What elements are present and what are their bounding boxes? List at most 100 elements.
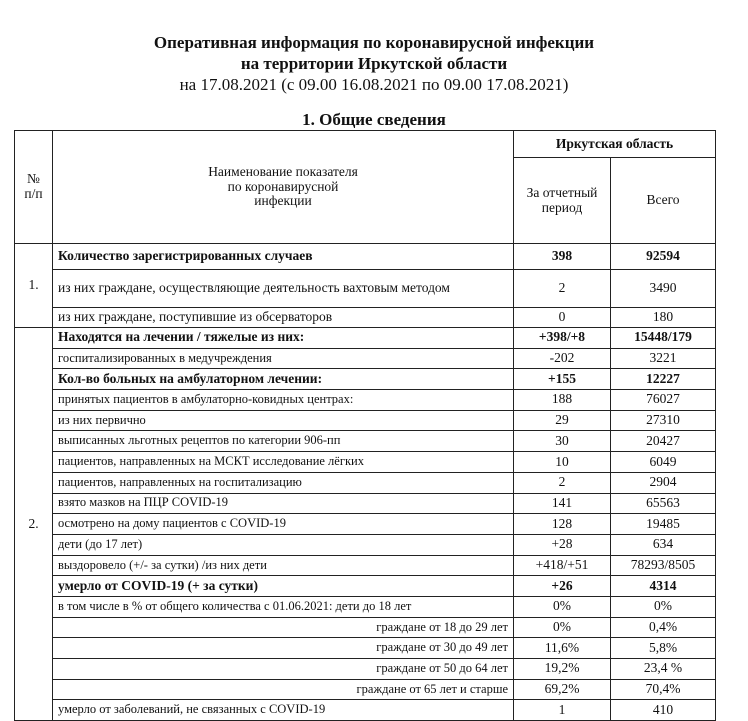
table-row: граждане от 30 до 49 лет 11,6% 5,8%	[15, 637, 717, 659]
total-value: 15448/179	[609, 327, 717, 349]
table-row: из них граждане, поступившие из обсерват…	[15, 307, 717, 328]
table-row: граждане от 18 до 29 лет 0% 0,4%	[15, 616, 717, 639]
table-row: 1. Количество зарегистрированных случаев 3…	[14, 243, 717, 328]
period-value: 2	[513, 269, 611, 308]
row-label: осмотрено на дому пациентов с COVID-19	[52, 513, 514, 535]
table-row: Кол-во больных на амбулаторном лечении: +…	[15, 368, 717, 391]
col-period: За отчетный период	[513, 157, 611, 244]
row-label: Находятся на лечении / тяжелые из них:	[52, 327, 514, 349]
total-value: 92594	[609, 243, 717, 270]
col-number: № п/п	[14, 130, 53, 244]
row-label: граждане от 50 до 64 лет	[52, 658, 514, 680]
row-label: граждане от 18 до 29 лет	[52, 616, 514, 639]
col-region: Иркутская область	[512, 130, 717, 158]
total-value: 12227	[609, 368, 717, 391]
row-label: дети (до 17 лет)	[52, 533, 514, 556]
total-value: 70,4%	[609, 678, 717, 701]
period-value: 0%	[513, 595, 611, 618]
period-value: 141	[513, 492, 611, 515]
total-value: 65563	[609, 492, 717, 515]
table-row: взято мазков на ПЦР COVID-19 141 65563	[15, 492, 717, 515]
period-value: 1	[513, 699, 611, 721]
total-value: 76027	[609, 389, 717, 411]
period-value: 398	[513, 243, 611, 270]
period-value: +26	[513, 575, 611, 597]
table-row: выписанных льготных рецептов по категори…	[15, 430, 717, 453]
row-label: из них первично	[52, 409, 514, 432]
table-row: выздоровело (+/- за сутки) /из них дети +…	[15, 554, 717, 577]
total-value: 0%	[609, 595, 717, 618]
col-total: Всего	[609, 157, 717, 244]
period-value: 29	[513, 409, 611, 432]
period-value: +155	[513, 368, 611, 391]
table-row: из них граждане, осуществляющие деятельн…	[15, 269, 717, 308]
period-value: -202	[513, 347, 611, 370]
total-value: 634	[609, 533, 717, 556]
table-row: граждане от 50 до 64 лет 19,2% 23,4 %	[15, 658, 717, 680]
row-number: 1.	[14, 243, 53, 328]
title: Оперативная информация по коронавирусной…	[153, 33, 595, 52]
table-row: умерло от COVID-19 (+ за сутки) +26 4314	[15, 575, 717, 597]
table-row: пациентов, направленных на госпитализаци…	[15, 471, 717, 494]
row-label: Кол-во больных на амбулаторном лечении:	[52, 368, 514, 391]
table-row: умерло от заболеваний, не связанных с CO…	[15, 699, 717, 721]
period-value: 11,6%	[513, 637, 611, 659]
period-value: 10	[513, 451, 611, 473]
period-value: 188	[513, 389, 611, 411]
row-label: выписанных льготных рецептов по категори…	[52, 430, 514, 453]
table-row: 2. Находятся на лечении / тяжелые из них:…	[14, 326, 717, 721]
total-value: 410	[609, 699, 717, 721]
period-value: +398/+8	[513, 327, 611, 349]
period-value: 30	[513, 430, 611, 453]
period-value: 0%	[513, 616, 611, 639]
period-value: 19,2%	[513, 658, 611, 680]
total-value: 0,4%	[609, 616, 717, 639]
period-value: 0	[513, 307, 611, 328]
row-label: граждане от 30 до 49 лет	[52, 637, 514, 659]
table-row: из них первично 29 27310	[15, 409, 717, 432]
total-value: 20427	[609, 430, 717, 453]
table-row: пациентов, направленных на МСКТ исследов…	[15, 451, 717, 473]
total-value: 27310	[609, 409, 717, 432]
total-value: 5,8%	[609, 637, 717, 659]
total-value: 19485	[609, 513, 717, 535]
data-table: № п/п Наименование показателя по коронав…	[14, 130, 717, 721]
table-row: осмотрено на дому пациентов с COVID-19 12…	[15, 513, 717, 535]
period-value: 2	[513, 471, 611, 494]
row-label: взято мазков на ПЦР COVID-19	[52, 492, 514, 515]
total-value: 3221	[609, 347, 717, 370]
total-value: 2904	[609, 471, 717, 494]
row-label: умерло от заболеваний, не связанных с CO…	[52, 699, 514, 721]
row-label: Количество зарегистрированных случаев	[52, 243, 514, 270]
table-row: дети (до 17 лет) +28 634	[15, 533, 717, 556]
total-value: 23,4 %	[609, 658, 717, 680]
col-name: Наименование показателя по коронавирусно…	[52, 130, 514, 244]
row-label: умерло от COVID-19 (+ за сутки)	[52, 575, 514, 597]
period-value: +28	[513, 533, 611, 556]
table-row: госпитализированных в медучреждения -202 3…	[15, 347, 717, 370]
total-value: 78293/8505	[609, 554, 717, 577]
table-row: граждане от 65 лет и старше 69,2% 70,4%	[15, 678, 717, 701]
total-value: 4314	[609, 575, 717, 597]
period-value: 128	[513, 513, 611, 535]
row-label: пациентов, направленных на МСКТ исследов…	[52, 451, 514, 473]
title: на территории Иркутской области	[240, 54, 508, 73]
table-row: в том числе в % от общего количества с 0…	[15, 595, 717, 618]
period-value: +418/+51	[513, 554, 611, 577]
period-value: 69,2%	[513, 678, 611, 701]
row-label: пациентов, направленных на госпитализаци…	[52, 471, 514, 494]
row-label: из них граждане, поступившие из обсерват…	[52, 307, 514, 328]
row-label: в том числе в % от общего количества с 0…	[52, 595, 514, 618]
row-label: из них граждане, осуществляющие деятельн…	[52, 269, 514, 308]
date-line: на 17.08.2021 (с 09.00 16.08.2021 по 09.…	[179, 75, 569, 94]
total-value: 6049	[609, 451, 717, 473]
row-label: госпитализированных в медучреждения	[52, 347, 514, 370]
total-value: 180	[609, 307, 717, 328]
row-label: выздоровело (+/- за сутки) /из них дети	[52, 554, 514, 577]
row-label: принятых пациентов в амбулаторно-ковидны…	[52, 389, 514, 411]
table-body: 1. Количество зарегистрированных случаев 3…	[14, 243, 717, 721]
section-title: 1. Общие сведения	[302, 110, 446, 129]
total-value: 3490	[609, 269, 717, 308]
row-label: граждане от 65 лет и старше	[52, 678, 514, 701]
